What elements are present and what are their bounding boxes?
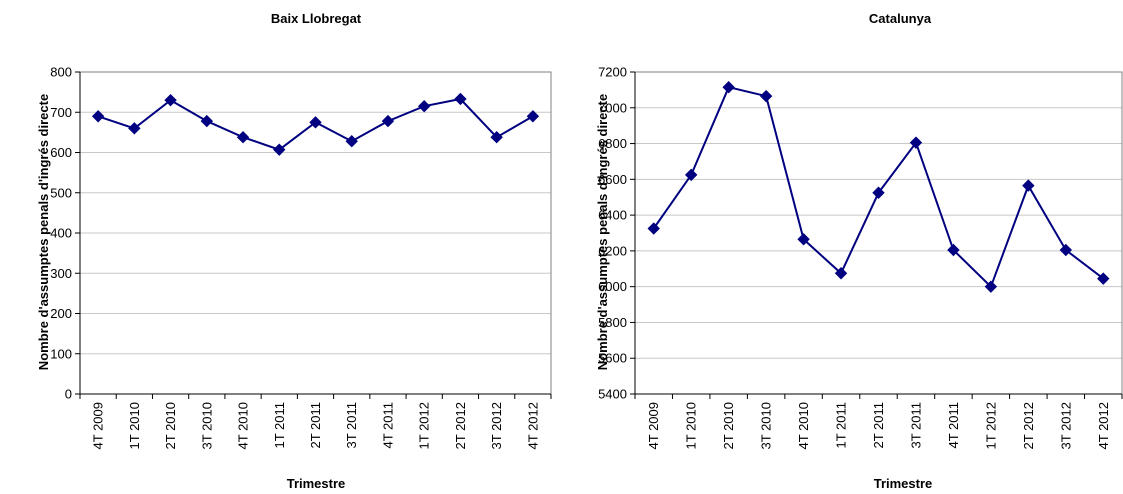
- data-point: [984, 280, 998, 293]
- x-tick-label: 4T 2011: [380, 402, 395, 449]
- x-tick-label: 1T 2012: [983, 402, 998, 449]
- x-tick-label: 1T 2011: [834, 402, 849, 449]
- data-point: [236, 130, 250, 144]
- y-tick-label: 800: [50, 65, 72, 80]
- data-point: [834, 267, 848, 280]
- data-point: [164, 93, 177, 107]
- y-tick-label: 7200: [598, 65, 627, 80]
- x-tick-label: 1T 2010: [127, 402, 142, 449]
- x-tick-label: 4T 2010: [796, 402, 811, 449]
- x-tick-label: 3T 2012: [489, 402, 504, 449]
- data-point: [309, 116, 322, 129]
- x-tick-label: 3T 2010: [199, 402, 214, 449]
- x-tick-label: 2T 2012: [1021, 402, 1036, 449]
- x-tick-label: 1T 2012: [417, 402, 432, 449]
- data-point: [417, 100, 431, 113]
- x-axis-title: Trimestre: [874, 476, 933, 491]
- y-tick-label: 200: [50, 306, 72, 321]
- data-point: [722, 80, 735, 94]
- y-tick-label: 5800: [598, 315, 627, 330]
- y-tick-label: 6600: [598, 172, 627, 187]
- data-point: [872, 186, 885, 199]
- y-axis-title: Nombre d'assumptes penals d'ingrés direc…: [36, 94, 51, 370]
- data-point: [128, 122, 141, 135]
- y-tick-label: 6800: [598, 136, 627, 151]
- y-tick-label: 400: [50, 226, 72, 241]
- y-tick-label: 7000: [598, 100, 627, 115]
- data-point: [381, 114, 395, 128]
- x-tick-label: 4T 2010: [236, 402, 251, 449]
- data-point: [1059, 243, 1073, 257]
- data-point: [91, 110, 105, 123]
- y-tick-label: 500: [50, 185, 72, 200]
- x-tick-label: 2T 2010: [721, 402, 736, 449]
- data-point: [526, 110, 540, 123]
- x-tick-label: 3T 2012: [1058, 402, 1073, 449]
- data-point: [454, 92, 467, 106]
- chart-catalunya: Catalunya Trimestre Nombre d'assumptes p…: [595, 11, 1123, 491]
- data-point: [273, 143, 286, 156]
- data-point: [200, 114, 214, 128]
- data-point: [345, 135, 358, 148]
- data-point: [909, 136, 923, 149]
- chart-title: Baix Llobregat: [271, 11, 362, 26]
- x-tick-label: 2T 2012: [453, 402, 468, 449]
- chart-baix-llobregat: Baix Llobregat Trimestre Nombre d'assump…: [36, 11, 552, 491]
- y-tick-label: 5400: [598, 387, 627, 402]
- y-axis-title: Nombre d'assumptes penals d'ingrés direc…: [595, 94, 610, 370]
- chart-title: Catalunya: [869, 11, 932, 26]
- x-tick-label: 3T 2011: [344, 402, 359, 449]
- data-point: [1022, 179, 1035, 192]
- x-tick-label: 4T 2012: [525, 402, 540, 449]
- data-point: [1097, 272, 1110, 285]
- x-tick-label: 4T 2009: [91, 402, 106, 449]
- data-point: [490, 130, 503, 144]
- y-tick-label: 6400: [598, 208, 627, 223]
- x-tick-label: 2T 2011: [871, 402, 886, 449]
- data-point: [759, 89, 773, 103]
- data-point: [797, 233, 810, 246]
- x-tick-label: 3T 2010: [759, 402, 774, 449]
- x-tick-label: 4T 2009: [646, 402, 661, 449]
- data-point: [947, 243, 960, 257]
- y-tick-label: 300: [50, 266, 72, 281]
- x-tick-label: 1T 2011: [272, 402, 287, 449]
- x-tick-label: 2T 2010: [163, 402, 178, 449]
- y-tick-label: 100: [50, 346, 72, 361]
- y-tick-label: 6200: [598, 243, 627, 258]
- y-tick-label: 700: [50, 105, 72, 120]
- data-point: [647, 222, 660, 235]
- y-tick-label: 600: [50, 145, 72, 160]
- x-tick-label: 1T 2010: [684, 402, 699, 449]
- data-point: [684, 168, 698, 182]
- x-tick-label: 4T 2012: [1096, 402, 1111, 449]
- x-tick-label: 2T 2011: [308, 402, 323, 449]
- y-tick-label: 6000: [598, 279, 627, 294]
- y-tick-label: 0: [65, 387, 72, 402]
- x-tick-label: 4T 2011: [946, 402, 961, 449]
- x-tick-label: 3T 2011: [908, 402, 923, 449]
- plot-area: [634, 71, 1123, 395]
- x-axis-title: Trimestre: [287, 476, 346, 491]
- y-tick-label: 5600: [598, 351, 627, 366]
